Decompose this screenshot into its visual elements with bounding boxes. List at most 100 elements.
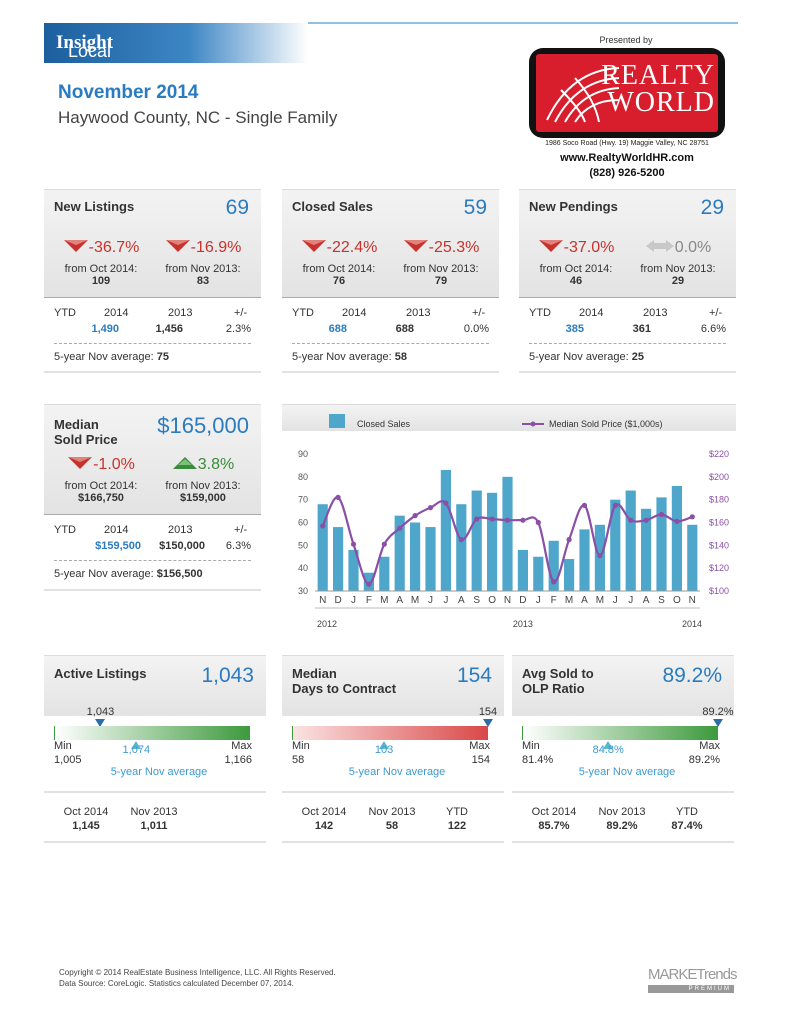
y-left-tick-label: 30 xyxy=(298,586,308,596)
current-value-marker xyxy=(483,719,493,727)
year-label: 2013 xyxy=(513,619,533,629)
card-title: Median Sold Price xyxy=(54,417,118,447)
card-title: Avg Sold to OLP Ratio xyxy=(522,666,594,696)
bar-closed-sales xyxy=(533,556,544,591)
ytd-value-change: 6.3% xyxy=(225,540,251,552)
bottom-label-3: YTD xyxy=(676,806,698,818)
point-median-price xyxy=(474,516,480,522)
five-year-average: 5-year Nov average: 58 xyxy=(292,351,407,363)
bar-closed-sales xyxy=(564,559,575,591)
bottom-value-1: 85.7% xyxy=(538,820,570,832)
change-vs-prior-month: -37.0% xyxy=(521,239,631,258)
ytd-header-2014: 2014 xyxy=(104,524,129,536)
y-right-tick-label: $220 xyxy=(709,449,729,459)
bottom-label-1: Oct 2014 xyxy=(63,806,109,818)
card-title: Median Days to Contract xyxy=(292,666,397,696)
bar-closed-sales xyxy=(410,522,421,591)
x-tick-label: N xyxy=(319,595,326,606)
ytd-header-2013: 2013 xyxy=(168,307,193,319)
sold-olp-card: Avg Sold to OLP Ratio 89.2% 89.2% 84.8% Min 81… xyxy=(512,655,734,843)
current-value-marker-label: 1,043 xyxy=(86,706,115,718)
arrow-down-icon xyxy=(301,239,327,258)
bar-closed-sales xyxy=(425,527,436,591)
bar-closed-sales xyxy=(517,549,528,591)
min-label: Min xyxy=(292,740,310,752)
ytd-label: YTD xyxy=(54,524,76,536)
y-right-tick-label: $200 xyxy=(709,472,729,482)
x-tick-label: J xyxy=(613,595,618,606)
ytd-value-2014: 1,490 xyxy=(91,323,119,335)
current-value-marker xyxy=(95,719,106,727)
point-median-price xyxy=(320,523,326,529)
bottom-value-2: 89.2% xyxy=(606,820,638,832)
bar-closed-sales xyxy=(317,504,328,591)
bar-closed-sales xyxy=(641,508,652,591)
x-tick-label: J xyxy=(628,595,633,606)
ytd-value-2013: 688 xyxy=(395,323,414,335)
x-tick-label: J xyxy=(443,595,448,606)
average-value: 84.8% xyxy=(592,744,624,756)
range-gauge-bar xyxy=(522,726,718,740)
y-right-tick-label: $120 xyxy=(709,563,729,573)
banner-bold-text: Insight xyxy=(56,32,114,53)
card-main-value: $165,000 xyxy=(157,413,249,438)
legend-median-price: Median Sold Price ($1,000s) xyxy=(549,419,663,429)
ytd-value-2014: 385 xyxy=(565,323,584,335)
min-label: Min xyxy=(54,740,72,752)
point-median-price xyxy=(366,581,372,587)
ytd-header-change: +/- xyxy=(709,307,723,319)
x-tick-label: F xyxy=(551,595,557,606)
five-year-average: 5-year Nov average: $156,500 xyxy=(54,568,203,580)
bar-closed-sales xyxy=(656,497,667,591)
x-tick-label: M xyxy=(411,595,419,606)
website-link[interactable]: www.RealtyWorldHR.com xyxy=(560,152,694,164)
x-tick-label: A xyxy=(581,595,588,606)
bar-closed-sales xyxy=(440,469,451,591)
point-median-price xyxy=(535,519,541,526)
report-month: November 2014 xyxy=(58,82,199,103)
bar-closed-sales xyxy=(687,524,698,591)
bottom-value-1: 1,145 xyxy=(72,820,100,832)
x-tick-label: J xyxy=(428,595,433,606)
legend-closed-sales: Closed Sales xyxy=(357,419,411,429)
logo-text-world: WORLD xyxy=(607,87,715,118)
x-tick-label: A xyxy=(643,595,650,606)
point-median-price xyxy=(412,513,418,519)
realty-world-logo: REALTY WORLD xyxy=(529,48,725,138)
ytd-header-2014: 2014 xyxy=(104,307,129,319)
ytd-value-change: 2.3% xyxy=(225,323,251,335)
ytd-value-2014: $159,500 xyxy=(95,540,141,552)
min-value: 1,005 xyxy=(54,754,82,766)
x-tick-label: D xyxy=(334,595,341,606)
bottom-label-2: Nov 2013 xyxy=(130,806,178,818)
max-value: 89.2% xyxy=(688,754,720,766)
card-title: Active Listings xyxy=(54,666,147,681)
point-median-price xyxy=(520,517,526,523)
report-region: Haywood County, NC - Single Family xyxy=(58,108,338,127)
point-median-price xyxy=(489,516,495,522)
report-banner: Local Market Insight xyxy=(44,23,308,82)
prior-month-value: from Oct 2014: 46 xyxy=(539,263,613,287)
point-median-price xyxy=(689,514,695,520)
ytd-label: YTD xyxy=(54,307,76,319)
change-vs-prior-month: -22.4% xyxy=(284,239,394,258)
bar-closed-sales xyxy=(487,492,498,591)
legend-line-marker xyxy=(530,421,536,427)
average-marker xyxy=(379,741,390,749)
year-label: 2014 xyxy=(682,619,702,629)
bar-closed-sales xyxy=(394,515,405,591)
sales-price-chart: Closed Sales Median Sold Price ($1,000s) 9… xyxy=(298,414,729,629)
five-year-average: 5-year Nov average: 75 xyxy=(54,351,169,363)
point-median-price xyxy=(581,502,588,508)
point-median-price xyxy=(628,517,634,523)
point-median-price xyxy=(566,537,572,543)
point-median-price xyxy=(551,579,557,585)
bottom-label-1: Oct 2014 xyxy=(301,806,347,818)
y-right-tick-label: $180 xyxy=(709,495,729,505)
closed-sales-card: Closed Sales 59 -22.4% -25.3% from Oct 2014:… xyxy=(282,189,499,373)
card-main-value: 154 xyxy=(456,664,492,687)
point-median-price xyxy=(674,518,680,524)
new-listings-card: New Listings 69 -36.7% -16.9% from Oct 2014:… xyxy=(44,189,261,373)
bottom-label-2: Nov 2013 xyxy=(368,806,416,818)
y-left-tick-label: 50 xyxy=(298,540,308,550)
